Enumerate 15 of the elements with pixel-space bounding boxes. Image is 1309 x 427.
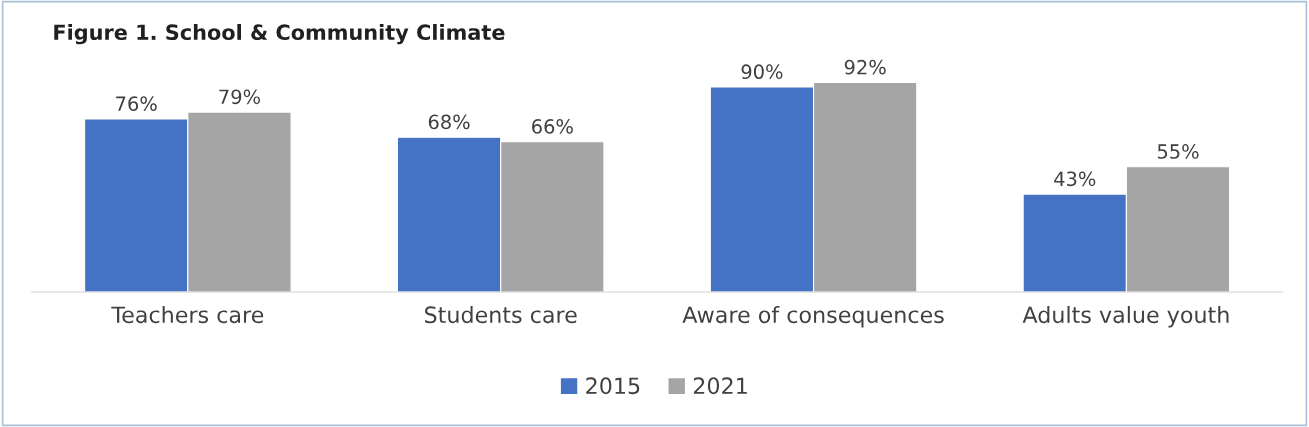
data-label: 92% [844, 59, 886, 75]
x-tick-label: Students care [425, 305, 577, 324]
data-label: 68% [428, 114, 470, 130]
data-label: 55% [1157, 144, 1199, 159]
x-tick-label: Adults value youth [1022, 305, 1229, 328]
data-label: 79% [219, 89, 260, 105]
chart-title: Figure 1. School & Community Climate [54, 24, 505, 45]
legend-label: 2015 [586, 377, 640, 395]
x-tick-label: Teachers care [111, 305, 264, 324]
data-label: 43% [1054, 171, 1096, 187]
data-label: 66% [532, 119, 573, 134]
x-tick-label: Aware of consequences [682, 305, 944, 328]
data-label: 90% [741, 64, 783, 80]
data-label: 76% [116, 96, 157, 111]
legend-label: 2021 [693, 377, 747, 395]
